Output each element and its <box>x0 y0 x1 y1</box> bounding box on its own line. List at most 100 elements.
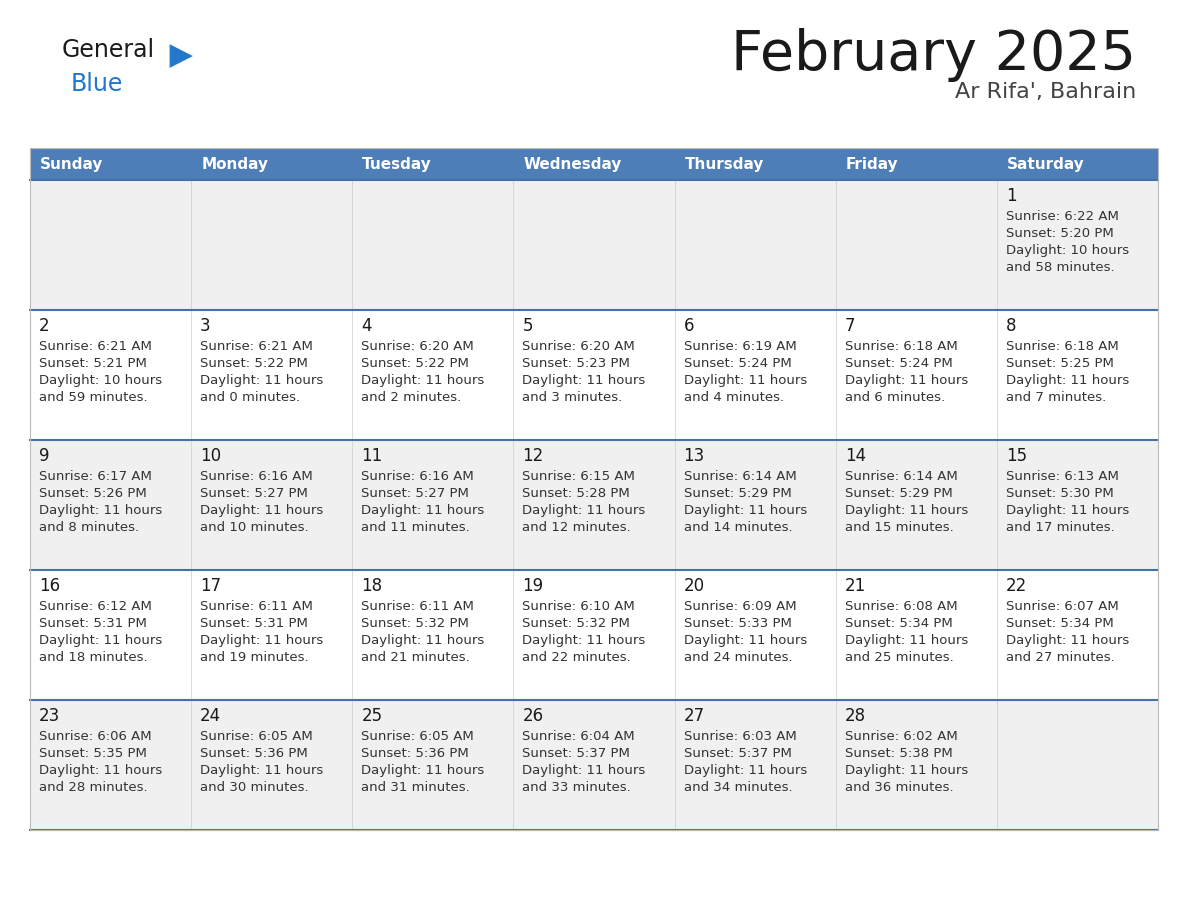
Text: Daylight: 10 hours: Daylight: 10 hours <box>39 374 162 387</box>
Text: and 7 minutes.: and 7 minutes. <box>1006 391 1106 404</box>
Text: and 3 minutes.: and 3 minutes. <box>523 391 623 404</box>
Text: Daylight: 11 hours: Daylight: 11 hours <box>523 634 646 647</box>
Text: Daylight: 11 hours: Daylight: 11 hours <box>845 504 968 517</box>
Text: 14: 14 <box>845 447 866 465</box>
Text: Sunset: 5:25 PM: Sunset: 5:25 PM <box>1006 357 1113 370</box>
Text: Sunset: 5:37 PM: Sunset: 5:37 PM <box>523 747 631 760</box>
Text: Sunset: 5:21 PM: Sunset: 5:21 PM <box>39 357 147 370</box>
Text: Daylight: 11 hours: Daylight: 11 hours <box>361 374 485 387</box>
Text: 19: 19 <box>523 577 544 595</box>
Text: Sunset: 5:31 PM: Sunset: 5:31 PM <box>200 617 308 630</box>
Text: 28: 28 <box>845 707 866 725</box>
Text: 21: 21 <box>845 577 866 595</box>
Text: Daylight: 11 hours: Daylight: 11 hours <box>523 764 646 777</box>
Text: Sunrise: 6:22 AM: Sunrise: 6:22 AM <box>1006 210 1119 223</box>
Bar <box>30 700 191 830</box>
Text: Daylight: 11 hours: Daylight: 11 hours <box>39 504 163 517</box>
Bar <box>675 570 835 700</box>
Text: and 58 minutes.: and 58 minutes. <box>1006 261 1114 274</box>
Bar <box>835 700 997 830</box>
Bar <box>675 180 835 310</box>
Bar <box>191 570 353 700</box>
Text: Sunset: 5:29 PM: Sunset: 5:29 PM <box>845 487 953 500</box>
Bar <box>513 310 675 440</box>
Text: and 36 minutes.: and 36 minutes. <box>845 781 953 794</box>
Text: 27: 27 <box>683 707 704 725</box>
Text: Sunset: 5:34 PM: Sunset: 5:34 PM <box>1006 617 1113 630</box>
Text: and 15 minutes.: and 15 minutes. <box>845 521 954 534</box>
Text: Sunrise: 6:10 AM: Sunrise: 6:10 AM <box>523 600 636 613</box>
Text: Daylight: 11 hours: Daylight: 11 hours <box>845 634 968 647</box>
Text: Daylight: 11 hours: Daylight: 11 hours <box>845 764 968 777</box>
Text: and 12 minutes.: and 12 minutes. <box>523 521 631 534</box>
Bar <box>997 310 1158 440</box>
Text: Sunrise: 6:03 AM: Sunrise: 6:03 AM <box>683 730 796 743</box>
Text: Tuesday: Tuesday <box>362 158 432 173</box>
Text: Daylight: 10 hours: Daylight: 10 hours <box>1006 244 1129 257</box>
Text: Sunrise: 6:17 AM: Sunrise: 6:17 AM <box>39 470 152 483</box>
Bar <box>997 180 1158 310</box>
Text: Daylight: 11 hours: Daylight: 11 hours <box>683 504 807 517</box>
Text: 26: 26 <box>523 707 544 725</box>
Text: Daylight: 11 hours: Daylight: 11 hours <box>523 374 646 387</box>
Text: 18: 18 <box>361 577 383 595</box>
Text: Sunrise: 6:12 AM: Sunrise: 6:12 AM <box>39 600 152 613</box>
Text: ◀: ◀ <box>169 40 192 69</box>
Text: Daylight: 11 hours: Daylight: 11 hours <box>523 504 646 517</box>
Bar <box>675 440 835 570</box>
Text: and 19 minutes.: and 19 minutes. <box>200 651 309 664</box>
Bar <box>997 700 1158 830</box>
Text: 15: 15 <box>1006 447 1026 465</box>
Bar <box>191 148 353 180</box>
Text: General: General <box>62 38 156 62</box>
Text: 16: 16 <box>39 577 61 595</box>
Text: Daylight: 11 hours: Daylight: 11 hours <box>1006 374 1129 387</box>
Bar <box>997 570 1158 700</box>
Text: and 34 minutes.: and 34 minutes. <box>683 781 792 794</box>
Bar <box>30 148 1158 830</box>
Text: 1: 1 <box>1006 187 1017 205</box>
Text: and 22 minutes.: and 22 minutes. <box>523 651 631 664</box>
Text: Sunrise: 6:21 AM: Sunrise: 6:21 AM <box>200 340 312 353</box>
Text: Sunrise: 6:14 AM: Sunrise: 6:14 AM <box>845 470 958 483</box>
Text: Sunrise: 6:20 AM: Sunrise: 6:20 AM <box>361 340 474 353</box>
Text: and 6 minutes.: and 6 minutes. <box>845 391 944 404</box>
Text: Daylight: 11 hours: Daylight: 11 hours <box>200 374 323 387</box>
Bar <box>997 148 1158 180</box>
Text: Saturday: Saturday <box>1007 158 1085 173</box>
Text: Sunrise: 6:18 AM: Sunrise: 6:18 AM <box>1006 340 1119 353</box>
Text: and 31 minutes.: and 31 minutes. <box>361 781 470 794</box>
Text: Wednesday: Wednesday <box>524 158 621 173</box>
Text: Thursday: Thursday <box>684 158 764 173</box>
Text: and 25 minutes.: and 25 minutes. <box>845 651 954 664</box>
Bar <box>835 148 997 180</box>
Bar <box>30 148 191 180</box>
Bar <box>513 440 675 570</box>
Bar <box>30 180 191 310</box>
Text: Sunrise: 6:14 AM: Sunrise: 6:14 AM <box>683 470 796 483</box>
Text: Sunrise: 6:16 AM: Sunrise: 6:16 AM <box>361 470 474 483</box>
Bar <box>191 180 353 310</box>
Text: 3: 3 <box>200 317 210 335</box>
Bar <box>353 310 513 440</box>
Text: Sunrise: 6:02 AM: Sunrise: 6:02 AM <box>845 730 958 743</box>
Text: 2: 2 <box>39 317 50 335</box>
Text: February 2025: February 2025 <box>731 28 1136 82</box>
Text: Daylight: 11 hours: Daylight: 11 hours <box>361 634 485 647</box>
Text: and 0 minutes.: and 0 minutes. <box>200 391 301 404</box>
Text: and 14 minutes.: and 14 minutes. <box>683 521 792 534</box>
Bar <box>835 440 997 570</box>
Text: 24: 24 <box>200 707 221 725</box>
Bar <box>835 570 997 700</box>
Text: Sunset: 5:23 PM: Sunset: 5:23 PM <box>523 357 631 370</box>
Text: Sunset: 5:36 PM: Sunset: 5:36 PM <box>200 747 308 760</box>
Bar <box>513 700 675 830</box>
Bar <box>675 310 835 440</box>
Text: 7: 7 <box>845 317 855 335</box>
Text: Sunset: 5:31 PM: Sunset: 5:31 PM <box>39 617 147 630</box>
Text: Daylight: 11 hours: Daylight: 11 hours <box>1006 634 1129 647</box>
Bar <box>353 700 513 830</box>
Text: Daylight: 11 hours: Daylight: 11 hours <box>683 634 807 647</box>
Bar <box>30 570 191 700</box>
Text: Sunrise: 6:06 AM: Sunrise: 6:06 AM <box>39 730 152 743</box>
